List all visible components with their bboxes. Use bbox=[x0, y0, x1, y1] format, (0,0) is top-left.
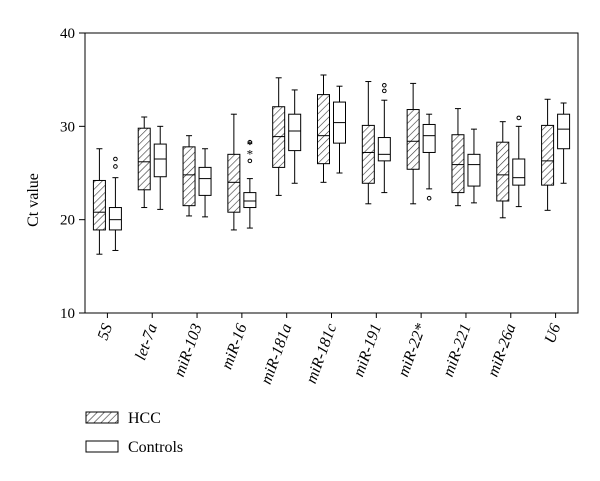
box-controls bbox=[288, 89, 302, 184]
outlier-point bbox=[426, 195, 432, 201]
legend-swatch-hcc bbox=[85, 411, 119, 424]
box-iqr bbox=[92, 179, 106, 231]
box-iqr bbox=[406, 109, 420, 170]
box-controls bbox=[467, 128, 481, 204]
box-hcc bbox=[541, 98, 555, 211]
y-tick-label: 20 bbox=[60, 213, 75, 229]
box-controls bbox=[422, 113, 436, 201]
box-iqr bbox=[467, 153, 481, 187]
x-category-label: let-7a bbox=[132, 322, 161, 363]
box-controls bbox=[512, 115, 526, 208]
outlier-point bbox=[247, 139, 253, 145]
y-tick-label: 40 bbox=[60, 26, 75, 42]
outlier-point bbox=[382, 82, 387, 88]
x-category-label: miR-191 bbox=[350, 322, 385, 380]
x-category-label: miR-181c bbox=[303, 322, 340, 386]
legend-swatch-controls bbox=[85, 440, 119, 453]
box-hcc bbox=[137, 116, 151, 209]
extreme-point: * bbox=[247, 146, 254, 161]
box-iqr bbox=[451, 134, 465, 194]
box-controls bbox=[108, 156, 122, 251]
box-iqr bbox=[243, 192, 257, 209]
box-iqr bbox=[108, 207, 122, 231]
legend: HCC Controls bbox=[85, 410, 183, 456]
y-axis-label: Ct value bbox=[25, 173, 42, 227]
box-iqr bbox=[227, 153, 241, 213]
box-hcc bbox=[272, 77, 286, 196]
box-iqr bbox=[557, 113, 571, 150]
box-iqr bbox=[512, 158, 526, 186]
y-tick-label: 10 bbox=[60, 306, 75, 322]
x-category-label: miR-26a bbox=[485, 322, 520, 380]
outlier-point bbox=[247, 158, 253, 164]
outlier-point bbox=[113, 156, 118, 162]
outlier-point bbox=[516, 115, 522, 121]
outlier-point bbox=[382, 88, 387, 94]
legend-label-hcc: HCC bbox=[128, 410, 161, 427]
extreme-point: * bbox=[247, 137, 254, 152]
x-category-label: miR-16 bbox=[219, 322, 251, 372]
box-iqr bbox=[541, 124, 555, 186]
box-iqr bbox=[317, 94, 330, 165]
box-controls bbox=[333, 85, 346, 174]
box-controls bbox=[377, 82, 391, 194]
box-controls: ** bbox=[243, 137, 257, 229]
x-category-label: miR-22* bbox=[395, 322, 430, 380]
x-axis: 5S let-7a miR-103 miR-16 miR-181a miR-181c miR… bbox=[95, 313, 565, 387]
box-iqr bbox=[137, 127, 151, 191]
box-iqr bbox=[377, 137, 391, 162]
box-group: ** bbox=[92, 74, 571, 255]
x-category-label: U6 bbox=[542, 322, 565, 346]
box-hcc bbox=[227, 113, 241, 231]
x-category-label: miR-103 bbox=[171, 322, 206, 380]
legend-label-controls: Controls bbox=[128, 439, 183, 456]
box-iqr bbox=[198, 166, 212, 196]
box-hcc bbox=[182, 135, 196, 217]
y-axis: 10 20 30 40 bbox=[60, 26, 85, 322]
outlier-point bbox=[113, 164, 118, 169]
box-hcc bbox=[406, 82, 420, 205]
y-tick-label: 30 bbox=[60, 119, 75, 135]
box-iqr bbox=[153, 143, 167, 178]
box-iqr bbox=[496, 141, 510, 202]
box-hcc bbox=[361, 81, 375, 205]
box-iqr bbox=[182, 146, 196, 207]
box-hcc bbox=[451, 108, 465, 207]
box-controls bbox=[198, 148, 212, 218]
box-iqr bbox=[422, 123, 436, 153]
box-hcc bbox=[317, 74, 330, 183]
box-controls bbox=[557, 102, 571, 184]
box-iqr bbox=[288, 113, 302, 152]
box-iqr bbox=[361, 124, 375, 184]
box-controls bbox=[153, 125, 167, 210]
x-category-label: miR-221 bbox=[440, 322, 475, 380]
x-category-label: miR-181a bbox=[258, 322, 296, 387]
box-hcc bbox=[92, 148, 106, 255]
x-category-label: 5S bbox=[95, 322, 116, 343]
box-hcc bbox=[496, 121, 510, 219]
